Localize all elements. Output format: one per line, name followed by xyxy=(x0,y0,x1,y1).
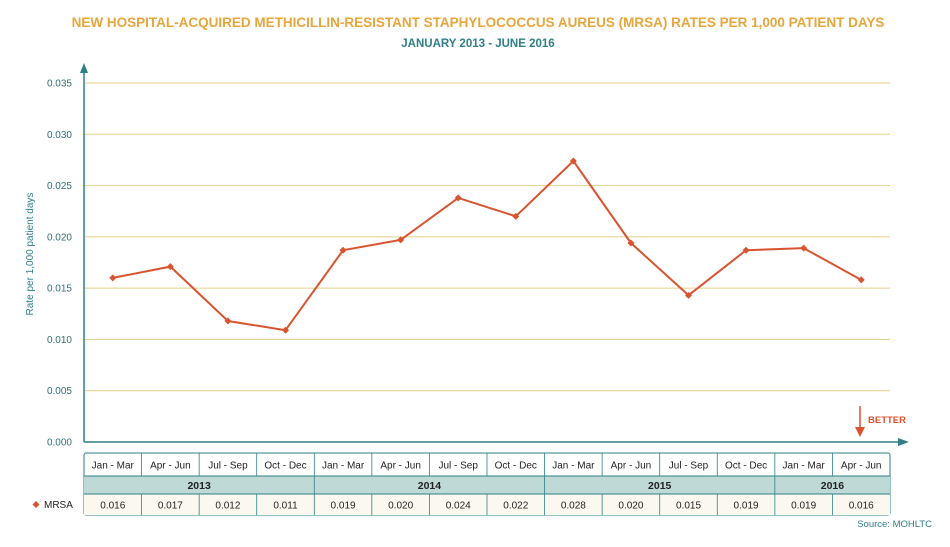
y-tick-label: 0.015 xyxy=(47,284,72,295)
series-line xyxy=(112,160,862,332)
x-tick-label: Oct - Dec xyxy=(495,461,537,472)
data-label: 0.015 xyxy=(676,501,701,512)
y-axis-ticks: 0.000 0.005 0.010 0.015 0.020 0.025 0.030 0.035 xyxy=(47,79,72,449)
data-label: 0.020 xyxy=(388,501,413,512)
data-table: Jan - Mar Apr - Jun Jul - Sep Oct - Dec Jan … xyxy=(32,452,891,516)
data-point xyxy=(282,326,289,334)
data-point xyxy=(339,246,347,254)
y-tick-label: 0.030 xyxy=(47,130,72,141)
x-tick-label: Apr - Jun xyxy=(150,461,191,472)
data-label: 0.020 xyxy=(618,501,643,512)
data-point xyxy=(166,263,174,271)
y-axis-label: Rate per 1,000 patient days xyxy=(25,193,36,316)
legend-marker xyxy=(32,501,40,508)
year-label: 2015 xyxy=(648,480,672,492)
x-axis-arrow xyxy=(898,438,909,446)
y-tick-label: 0.010 xyxy=(47,335,72,346)
data-point xyxy=(454,194,462,202)
data-label: 0.024 xyxy=(446,501,471,512)
chart-subtitle: JANUARY 2013 - JUNE 2016 xyxy=(401,38,554,50)
source-note: Source: MOHLTC xyxy=(857,519,932,530)
data-label: 0.019 xyxy=(331,501,356,512)
data-label: 0.017 xyxy=(158,501,183,512)
year-label: 2014 xyxy=(418,480,442,492)
year-label: 2016 xyxy=(821,480,845,492)
chart-title: NEW HOSPITAL-ACQUIRED METHICILLIN-RESIST… xyxy=(72,15,885,30)
data-point xyxy=(109,274,117,282)
grid-lines xyxy=(84,82,890,392)
data-point xyxy=(627,239,635,247)
data-label: 0.016 xyxy=(100,501,125,512)
better-label: BETTER xyxy=(868,415,906,426)
series-mrsa xyxy=(109,157,865,334)
y-tick-label: 0.035 xyxy=(47,79,72,90)
data-label: 0.019 xyxy=(791,501,816,512)
year-band xyxy=(84,476,890,494)
y-tick-label: 0.025 xyxy=(47,181,72,192)
data-point xyxy=(569,157,577,165)
data-point xyxy=(685,291,692,299)
x-tick-label: Apr - Jun xyxy=(841,461,882,472)
x-tick-label: Jan - Mar xyxy=(552,461,595,472)
legend-label: MRSA xyxy=(44,500,73,511)
data-label: 0.012 xyxy=(215,501,240,512)
x-tick-label: Jul - Sep xyxy=(438,461,478,472)
x-tick-label: Jul - Sep xyxy=(669,461,709,472)
data-label: 0.019 xyxy=(734,501,759,512)
better-arrow-icon xyxy=(855,427,865,437)
data-label: 0.016 xyxy=(849,501,874,512)
data-label: 0.011 xyxy=(273,501,298,512)
axes xyxy=(80,63,909,446)
data-point xyxy=(742,246,750,254)
data-point xyxy=(512,212,520,220)
y-tick-label: 0.005 xyxy=(47,386,72,397)
x-tick-label: Oct - Dec xyxy=(264,461,306,472)
data-point xyxy=(397,236,405,244)
data-point xyxy=(800,244,808,252)
data-label: 0.028 xyxy=(561,501,586,512)
y-tick-label: 0.020 xyxy=(47,232,72,243)
x-tick-label: Jan - Mar xyxy=(92,461,135,472)
data-point xyxy=(224,317,232,325)
data-point xyxy=(857,276,865,284)
x-tick-label: Jan - Mar xyxy=(322,461,365,472)
y-axis-arrow xyxy=(80,63,88,73)
x-tick-label: Apr - Jun xyxy=(380,461,421,472)
x-tick-label: Apr - Jun xyxy=(611,461,652,472)
x-tick-label: Oct - Dec xyxy=(725,461,767,472)
data-label: 0.022 xyxy=(503,501,528,512)
x-tick-label: Jul - Sep xyxy=(208,461,248,472)
year-label: 2013 xyxy=(187,480,211,492)
better-annotation: BETTER xyxy=(855,406,906,437)
x-tick-label: Jan - Mar xyxy=(783,461,826,472)
y-tick-label: 0.000 xyxy=(47,438,72,449)
